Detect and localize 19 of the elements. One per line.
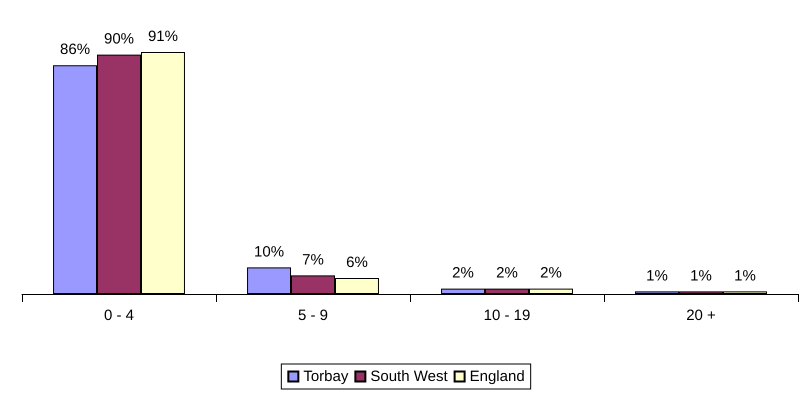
data-label: 2%: [540, 264, 562, 282]
data-label: 91%: [148, 28, 178, 45]
x-tick-label: 0 - 4: [104, 307, 134, 324]
data-label: 2%: [496, 264, 518, 282]
data-label: 1%: [690, 267, 712, 284]
x-tick-label: 5 - 9: [298, 307, 328, 324]
data-label: 7%: [302, 251, 324, 268]
data-label: 10%: [254, 243, 284, 260]
data-label: 90%: [104, 30, 134, 48]
data-label: 86%: [60, 41, 90, 58]
legend-label: Torbay: [303, 368, 349, 385]
x-tick-label: 20 +: [686, 307, 716, 324]
data-label: 6%: [346, 254, 368, 272]
data-label: 1%: [734, 267, 756, 284]
legend-label: England: [470, 368, 525, 385]
data-label: 1%: [646, 267, 668, 284]
data-label: 2%: [452, 264, 474, 282]
legend-label: South West: [370, 368, 448, 385]
x-tick-label: 10 - 19: [484, 307, 530, 324]
